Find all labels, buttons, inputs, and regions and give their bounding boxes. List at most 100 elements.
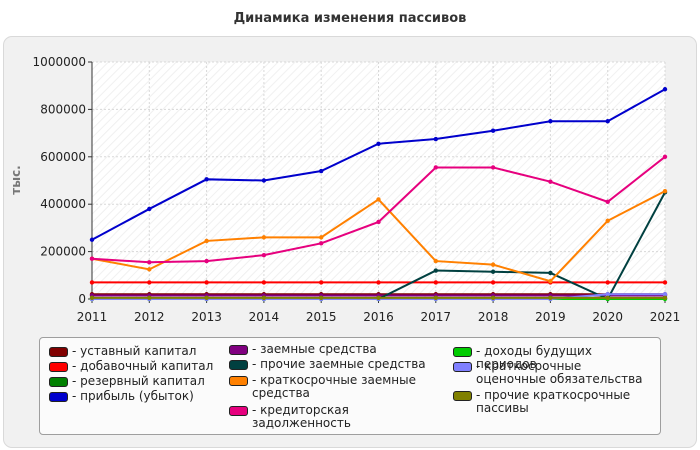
data-point bbox=[548, 119, 553, 124]
data-point bbox=[376, 197, 381, 202]
data-point bbox=[605, 119, 610, 124]
x-tick-label: 2017 bbox=[421, 310, 452, 324]
x-tick-label: 2021 bbox=[650, 310, 681, 324]
data-point bbox=[261, 295, 267, 301]
x-tick-label: 2015 bbox=[306, 310, 337, 324]
legend-swatch bbox=[229, 376, 248, 386]
data-point bbox=[490, 165, 496, 170]
legend-label: - кредиторская задолженность bbox=[252, 403, 351, 430]
legend-item: - прибыль (убыток) bbox=[49, 390, 219, 403]
data-point bbox=[204, 280, 209, 285]
data-point bbox=[662, 87, 668, 92]
legend-swatch bbox=[49, 377, 68, 387]
x-tick-label: 2011 bbox=[77, 310, 108, 324]
legend-item: - добавочный капитал bbox=[49, 360, 219, 373]
legend-item: - доходы будущих периодов bbox=[453, 345, 653, 371]
data-point bbox=[433, 268, 438, 273]
legend-label: - прибыль (убыток) bbox=[72, 389, 194, 403]
y-tick-label: 1000000 bbox=[33, 55, 86, 69]
data-point bbox=[204, 238, 209, 244]
data-point bbox=[376, 141, 381, 146]
y-tick-label: 400000 bbox=[40, 197, 86, 211]
chart-title: Динамика изменения пассивов bbox=[233, 11, 467, 26]
data-point bbox=[319, 280, 324, 285]
data-point bbox=[89, 237, 95, 242]
y-tick-label: 200000 bbox=[40, 245, 86, 259]
legend-swatch bbox=[229, 360, 248, 370]
series-10 bbox=[89, 295, 668, 301]
y-axis-label: тыс. bbox=[9, 165, 23, 194]
data-point bbox=[548, 270, 553, 276]
data-point bbox=[261, 178, 267, 183]
data-point bbox=[490, 269, 496, 274]
x-tick-label: 2019 bbox=[535, 310, 566, 324]
data-point bbox=[147, 280, 152, 285]
legend-item: - кредиторская задолженность bbox=[229, 404, 439, 430]
data-point bbox=[147, 295, 152, 301]
legend-item: - резервный капитал bbox=[49, 375, 219, 388]
data-point bbox=[376, 219, 381, 225]
data-point bbox=[376, 280, 381, 285]
data-point bbox=[319, 168, 324, 174]
legend-swatch bbox=[229, 406, 248, 416]
legend-label: - уставный капитал bbox=[72, 344, 197, 358]
data-point bbox=[261, 235, 267, 240]
data-point bbox=[605, 292, 610, 297]
data-point bbox=[662, 295, 668, 301]
legend-label: - доходы будущих периодов bbox=[476, 344, 592, 371]
data-point bbox=[319, 241, 324, 246]
data-point bbox=[548, 179, 553, 184]
series-7 bbox=[89, 154, 668, 265]
data-point bbox=[605, 295, 610, 301]
legend-label: - резервный капитал bbox=[72, 374, 205, 388]
legend-swatch bbox=[453, 362, 472, 372]
data-point bbox=[662, 292, 668, 297]
data-point bbox=[147, 260, 152, 265]
legend-item: - краткосрочные оценочные обязательства bbox=[453, 360, 653, 386]
legend-item: - прочие заемные средства bbox=[229, 358, 439, 371]
x-tick-label: 2016 bbox=[363, 310, 394, 324]
y-tick-label: 0 bbox=[78, 292, 86, 306]
data-point bbox=[204, 295, 209, 301]
data-point bbox=[261, 252, 267, 258]
series-lines bbox=[89, 87, 668, 302]
data-point bbox=[605, 199, 610, 205]
data-point bbox=[89, 256, 95, 261]
data-point bbox=[261, 280, 267, 285]
data-point bbox=[433, 258, 438, 264]
legend-label: - прочие краткосрочные пассивы bbox=[476, 388, 631, 415]
data-point bbox=[548, 279, 553, 284]
x-tick-label: 2014 bbox=[249, 310, 280, 324]
data-point bbox=[433, 165, 438, 170]
data-point bbox=[89, 295, 95, 301]
data-point bbox=[319, 235, 324, 240]
data-point bbox=[204, 177, 209, 182]
legend-swatch bbox=[49, 392, 68, 402]
legend-item: - прочие краткосрочные пассивы bbox=[453, 389, 653, 415]
legend-item: - краткосрочные заемные средства bbox=[229, 374, 439, 400]
legend-label: - прочие заемные средства bbox=[252, 357, 426, 371]
data-point bbox=[490, 280, 496, 285]
data-point bbox=[662, 154, 668, 159]
legend-swatch bbox=[453, 391, 472, 401]
x-tick-label: 2013 bbox=[191, 310, 222, 324]
data-point bbox=[433, 136, 438, 142]
data-point bbox=[490, 295, 496, 301]
data-point bbox=[89, 280, 95, 285]
legend-swatch bbox=[229, 345, 248, 355]
legend-label: - краткосрочные оценочные обязательства bbox=[476, 359, 643, 386]
legend: - уставный капитал - добавочный капитал - … bbox=[39, 337, 661, 435]
data-point bbox=[548, 295, 553, 301]
legend-label: - краткосрочные заемные средства bbox=[252, 373, 416, 400]
data-point bbox=[147, 267, 152, 272]
x-tick-label: 2020 bbox=[592, 310, 623, 324]
data-point bbox=[490, 262, 496, 267]
data-point bbox=[662, 188, 668, 194]
legend-item: - заемные средства bbox=[229, 343, 439, 356]
legend-swatch bbox=[49, 362, 68, 372]
data-point bbox=[433, 280, 438, 285]
x-tick-label: 2018 bbox=[478, 310, 509, 324]
data-point bbox=[605, 218, 610, 223]
legend-item: - уставный капитал bbox=[49, 345, 219, 358]
data-point bbox=[204, 258, 209, 264]
